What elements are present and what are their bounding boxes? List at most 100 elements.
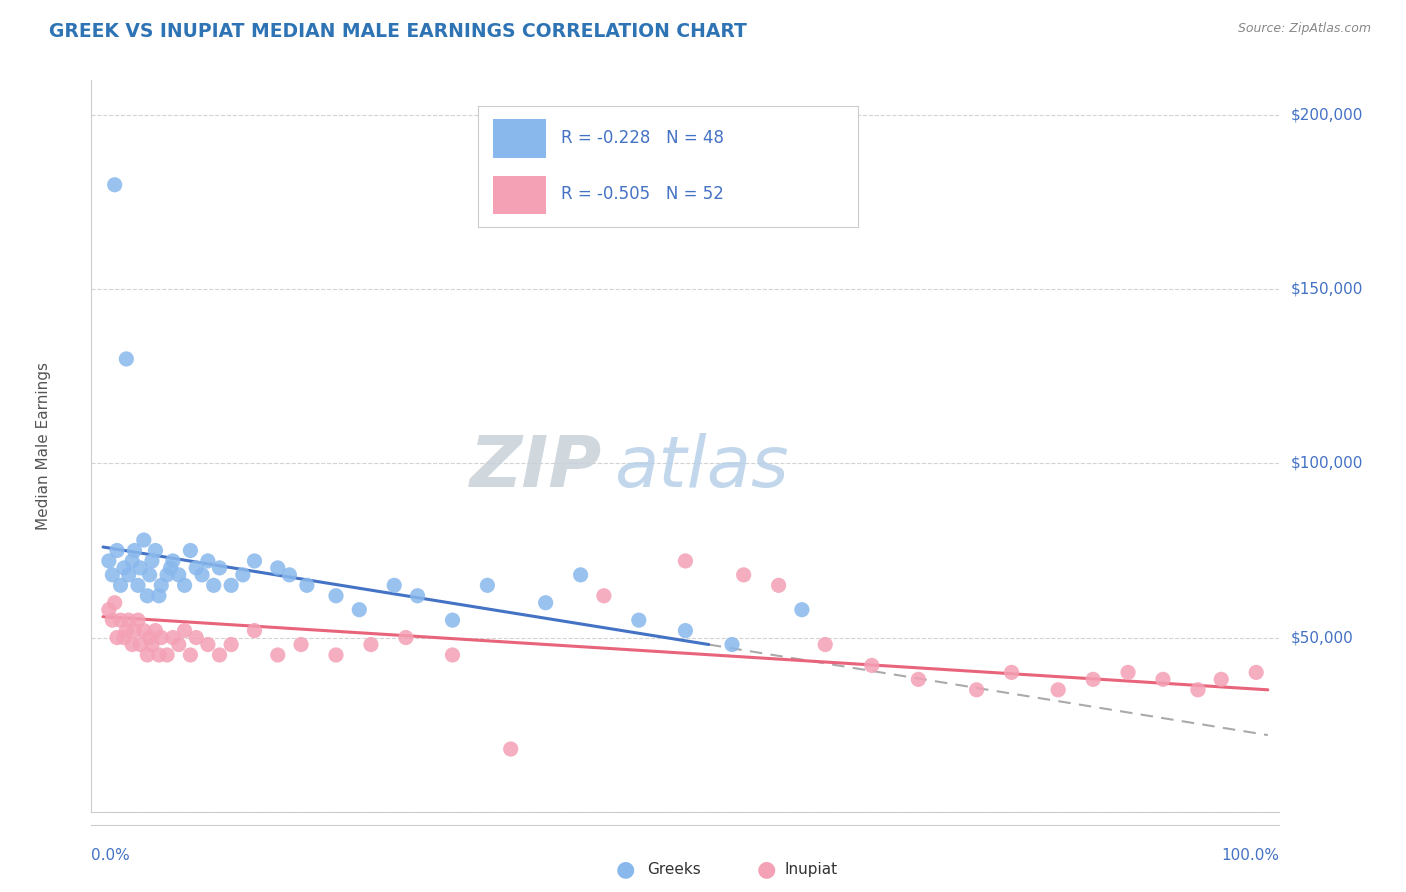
Text: 100.0%: 100.0%: [1222, 848, 1279, 863]
Point: [768, 578, 790, 592]
Point: [219, 638, 242, 652]
Point: [104, 596, 127, 610]
Point: [124, 624, 146, 638]
Point: [101, 613, 124, 627]
Point: [673, 554, 696, 568]
Point: [167, 638, 190, 652]
Point: [156, 567, 179, 582]
Point: [167, 567, 190, 582]
Point: [395, 631, 418, 645]
Point: [118, 567, 141, 582]
Point: [179, 543, 201, 558]
Text: ●: ●: [756, 860, 776, 880]
Text: Source: ZipAtlas.com: Source: ZipAtlas.com: [1237, 22, 1371, 36]
Point: [138, 567, 160, 582]
Point: [162, 631, 184, 645]
Point: [136, 589, 159, 603]
Point: [115, 624, 138, 638]
Point: [112, 561, 135, 575]
Point: [132, 533, 155, 547]
Point: [159, 561, 181, 575]
Point: [202, 578, 225, 592]
Text: ●: ●: [616, 860, 636, 880]
Point: [121, 554, 143, 568]
Point: [115, 351, 138, 366]
Point: [148, 589, 170, 603]
Point: [197, 638, 219, 652]
Point: [162, 554, 184, 568]
Point: [569, 567, 592, 582]
Point: [790, 603, 813, 617]
Text: atlas: atlas: [614, 434, 789, 502]
Point: [197, 554, 219, 568]
Text: GREEK VS INUPIAT MEDIAN MALE EARNINGS CORRELATION CHART: GREEK VS INUPIAT MEDIAN MALE EARNINGS CO…: [49, 22, 747, 41]
Point: [1116, 665, 1139, 680]
Point: [1000, 665, 1022, 680]
Text: ZIP: ZIP: [470, 434, 602, 502]
Point: [673, 624, 696, 638]
Point: [179, 648, 201, 662]
Text: $100,000: $100,000: [1291, 456, 1362, 471]
Point: [1187, 682, 1209, 697]
Text: Inupiat: Inupiat: [785, 863, 838, 877]
Point: [477, 578, 499, 592]
Point: [105, 543, 128, 558]
Point: [110, 613, 132, 627]
Point: [360, 638, 382, 652]
Point: [232, 567, 254, 582]
Point: [1152, 673, 1174, 687]
Point: [243, 554, 266, 568]
Point: [593, 589, 616, 603]
Point: [295, 578, 318, 592]
Point: [860, 658, 883, 673]
Point: [97, 554, 120, 568]
Point: [186, 631, 208, 645]
Point: [97, 603, 120, 617]
Point: [150, 631, 173, 645]
Point: [148, 648, 170, 662]
Point: [173, 578, 195, 592]
Point: [150, 578, 173, 592]
Point: [1081, 673, 1104, 687]
Point: [136, 648, 159, 662]
Text: Median Male Earnings: Median Male Earnings: [37, 362, 52, 530]
Point: [112, 631, 135, 645]
Point: [208, 648, 231, 662]
Point: [721, 638, 744, 652]
Point: [267, 561, 290, 575]
Point: [110, 578, 132, 592]
Point: [1211, 673, 1233, 687]
Point: [441, 648, 464, 662]
Point: [814, 638, 837, 652]
Point: [499, 742, 522, 756]
Point: [141, 554, 163, 568]
Point: [118, 613, 141, 627]
Point: [186, 561, 208, 575]
Point: [173, 624, 195, 638]
Point: [534, 596, 557, 610]
Point: [127, 578, 149, 592]
Point: [129, 638, 152, 652]
Point: [278, 567, 301, 582]
Point: [141, 638, 163, 652]
Point: [138, 631, 160, 645]
Point: [219, 578, 242, 592]
Point: [145, 624, 167, 638]
Point: [156, 648, 179, 662]
Text: $50,000: $50,000: [1291, 630, 1354, 645]
Point: [132, 624, 155, 638]
Point: [382, 578, 405, 592]
Point: [127, 613, 149, 627]
Point: [129, 561, 152, 575]
Point: [1244, 665, 1267, 680]
Point: [349, 603, 371, 617]
Point: [441, 613, 464, 627]
Point: [325, 589, 347, 603]
Text: $150,000: $150,000: [1291, 282, 1362, 297]
Point: [191, 567, 214, 582]
Text: Greeks: Greeks: [647, 863, 700, 877]
Point: [101, 567, 124, 582]
Point: [627, 613, 650, 627]
Point: [124, 543, 146, 558]
Point: [105, 631, 128, 645]
